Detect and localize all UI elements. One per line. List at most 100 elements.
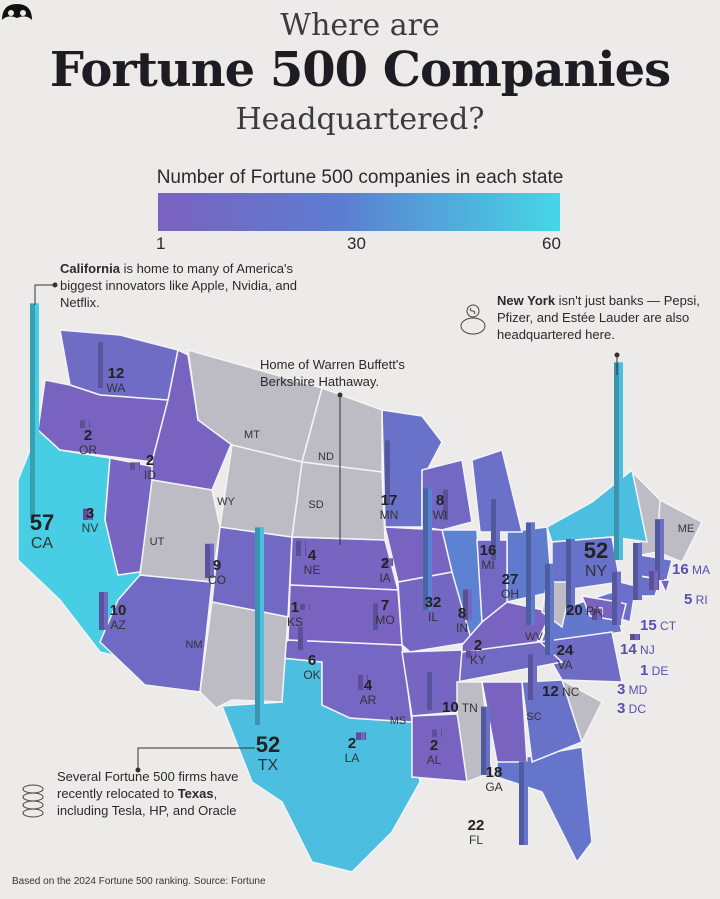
bar-highlight-dc — [597, 608, 601, 620]
bar-highlight-mn — [390, 440, 394, 505]
bar-highlight-fl — [524, 761, 528, 845]
state-label-il: 32 IL — [425, 594, 442, 624]
state-label-ks: 1 KS — [287, 599, 303, 629]
brand-logo — [2, 4, 32, 20]
state-abbr-ne: NE — [304, 563, 321, 577]
state-label-tx: 52 TX — [256, 732, 280, 774]
state-abbr-ny: NY — [585, 563, 608, 580]
state-abbr-tn: TN — [459, 701, 478, 715]
bar-nc — [528, 654, 537, 700]
state-value-az: 10 — [110, 602, 127, 619]
annotation-texas-bold: Texas — [177, 786, 214, 801]
state-abbr-or: OR — [79, 443, 97, 457]
state-label-ar: 4 AR — [360, 677, 377, 707]
bar-ct — [633, 543, 642, 600]
state-value-dc: 3 — [617, 700, 625, 717]
state-label-oh: 27 OH — [501, 571, 519, 601]
bar-highlight-oh — [531, 522, 535, 625]
state-label-nd: ND — [318, 451, 334, 463]
state-shape-nm — [199, 601, 289, 709]
state-value-nv: 3 — [86, 505, 94, 522]
state-label-ga: 18 GA — [485, 764, 502, 794]
bar-tx — [255, 527, 264, 725]
state-abbr-dc: DC — [625, 702, 646, 716]
state-abbr-co: CO — [208, 573, 226, 587]
state-value-md: 3 — [617, 681, 625, 698]
state-value-pa: 20 — [566, 602, 583, 619]
title-line-3: Headquartered? — [235, 102, 485, 137]
state-label-mi: 16 MI — [480, 542, 497, 572]
state-label-ms: MS — [390, 715, 407, 727]
state-label-ok: 6 OK — [303, 652, 320, 682]
bar-wa — [98, 342, 107, 388]
state-shape-nc — [538, 631, 623, 683]
state-label-sc: SC — [526, 711, 541, 723]
state-value-tn: 10 — [442, 699, 459, 716]
bar-highlight-in — [468, 589, 472, 620]
state-shape-sc — [560, 678, 603, 744]
bar-wi — [443, 489, 452, 520]
state-label-ma: 16 MA — [672, 561, 710, 578]
state-abbr-ia: IA — [379, 571, 390, 585]
state-value-ne: 4 — [308, 547, 317, 564]
bar-ma — [655, 519, 664, 580]
annotation-new-york: New York isn't just banks — Pepsi, Pfize… — [497, 292, 712, 343]
state-label-mt: MT — [244, 429, 260, 441]
bar-ca — [30, 303, 39, 520]
state-label-fl: 22 FL — [468, 817, 485, 847]
bar-in — [463, 589, 472, 620]
state-value-ct: 15 — [640, 617, 657, 634]
state-value-mi: 16 — [480, 542, 497, 559]
legend-color-bar — [158, 193, 560, 231]
annotation-nebraska: Home of Warren Buffett's Berkshire Hatha… — [260, 357, 405, 389]
state-label-ky: 2 KY — [470, 637, 486, 667]
bar-highlight-ga — [486, 706, 490, 775]
state-shape-fl — [496, 746, 593, 864]
state-label-va: 24 VA — [557, 642, 574, 672]
state-label-nv: 3 NV — [82, 505, 99, 535]
state-abbr-ct: CT — [657, 619, 677, 633]
state-value-oh: 27 — [502, 571, 519, 588]
state-abbr-md: MD — [625, 683, 647, 697]
state-label-in: 8 IN — [456, 605, 468, 635]
bar-il — [423, 488, 432, 610]
state-abbr-nj: NJ — [637, 643, 655, 657]
state-abbr-de: DE — [648, 664, 668, 678]
state-value-or: 2 — [84, 427, 92, 444]
state-value-wi: 8 — [436, 492, 444, 509]
state-label-wa: 12 WA — [107, 365, 126, 395]
bar-highlight-ct — [638, 543, 642, 600]
state-label-id: 2 ID — [144, 452, 156, 482]
state-shape-la — [411, 713, 473, 783]
state-abbr-ri: RI — [692, 593, 707, 607]
state-value-va: 24 — [557, 642, 574, 659]
state-abbr-ok: OK — [303, 668, 320, 682]
bar-ny — [614, 362, 623, 560]
annotation-texas-pre: Several Fortune 500 firms have recently … — [57, 769, 239, 801]
bar-highlight-ca — [35, 303, 39, 520]
bar-highlight-ia — [388, 558, 392, 566]
bar-highlight-or — [85, 420, 89, 428]
state-value-mn: 17 — [381, 492, 398, 509]
state-shape-sd — [291, 461, 386, 541]
state-label-ut: UT — [150, 536, 165, 548]
bar-highlight-pa — [571, 539, 575, 615]
state-abbr-mi: MI — [481, 558, 494, 572]
state-label-me: ME — [678, 523, 695, 535]
state-value-nj: 14 — [620, 641, 637, 658]
bar-mo — [373, 603, 382, 630]
legend-tick-mid: 30 — [347, 234, 366, 253]
annotation-texas-post: , including Tesla, HP, and Oracle — [57, 786, 237, 818]
state-value-ok: 6 — [308, 652, 316, 669]
bar-az — [99, 592, 108, 630]
bar-pa — [566, 539, 575, 615]
legend-tick-min: 1 — [156, 234, 166, 253]
state-abbr-az: AZ — [110, 618, 125, 632]
bar-highlight-az — [104, 592, 108, 630]
bar-mn — [385, 440, 394, 505]
legend-tick-max: 60 — [542, 234, 561, 253]
state-label-pa: 20 PA — [566, 602, 601, 619]
state-abbr-al: AL — [427, 753, 442, 767]
bar-highlight-il — [428, 488, 432, 610]
